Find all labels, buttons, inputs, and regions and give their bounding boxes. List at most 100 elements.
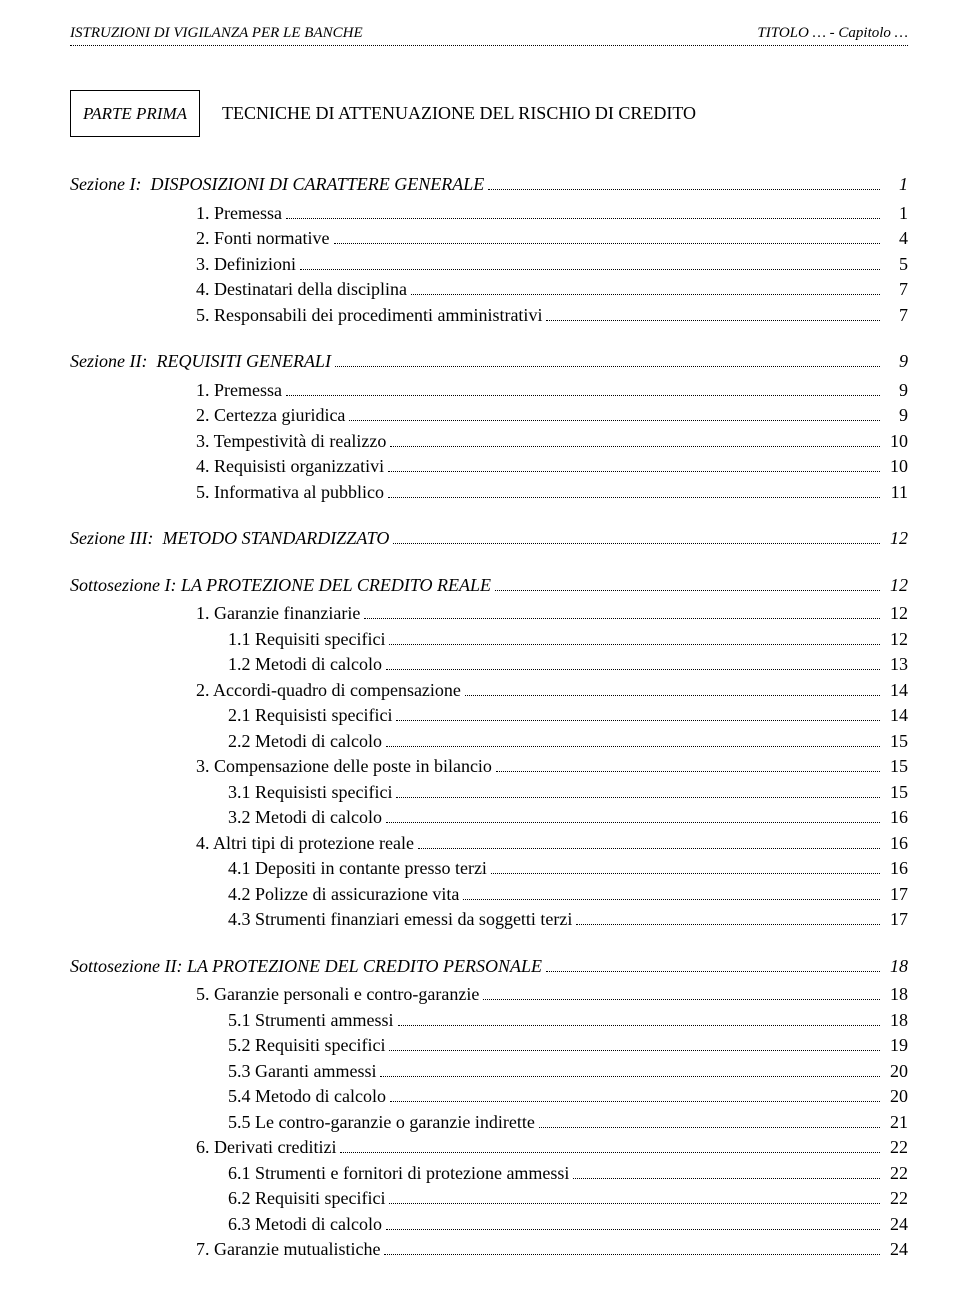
toc-page: 14 xyxy=(884,679,908,702)
toc-label: 2. Accordi-quadro di compensazione xyxy=(196,679,461,702)
toc-label: 3. Compensazione delle poste in bilancio xyxy=(196,755,492,778)
toc-row: Sezione III: METODO STANDARDIZZATO 12 xyxy=(70,527,908,550)
toc-page: 17 xyxy=(884,883,908,906)
toc-page: 10 xyxy=(884,430,908,453)
toc-label: Sottosezione II: LA PROTEZIONE DEL CREDI… xyxy=(70,955,542,978)
toc-leader xyxy=(573,1166,880,1179)
toc-row: 4. Requisisti organizzativi 10 xyxy=(170,455,908,478)
toc-page: 12 xyxy=(884,527,908,550)
toc-label: 2.2 Metodi di calcolo xyxy=(228,730,382,753)
toc-row: 1. Premessa 9 xyxy=(170,379,908,402)
toc-row: 6.3 Metodi di calcolo 24 xyxy=(170,1213,908,1236)
toc-leader xyxy=(491,861,880,874)
toc-label: Sezione II: REQUISITI GENERALI xyxy=(70,350,331,373)
toc-row: 6.2 Requisiti specifici22 xyxy=(170,1187,908,1210)
toc-page: 12 xyxy=(884,574,908,597)
toc-leader xyxy=(483,987,880,1000)
table-of-contents: Sezione I: DISPOSIZIONI DI CARATTERE GEN… xyxy=(70,173,908,1261)
header-right: TITOLO … - Capitolo … xyxy=(757,24,908,43)
toc-page: 24 xyxy=(884,1238,908,1261)
toc-label: 3. Definizioni xyxy=(196,253,296,276)
section-label: Sezione I: xyxy=(70,174,150,194)
toc-leader xyxy=(389,632,880,645)
toc-leader xyxy=(546,959,880,972)
toc-row: 2.2 Metodi di calcolo15 xyxy=(170,730,908,753)
toc-leader xyxy=(389,1191,880,1204)
section-text: METODO STANDARDIZZATO xyxy=(162,528,389,548)
toc-leader xyxy=(334,231,881,244)
toc-leader xyxy=(463,887,880,900)
toc-leader xyxy=(386,734,880,747)
toc-row: 4.3 Strumenti finanziari emessi da sogge… xyxy=(170,908,908,931)
toc-page: 24 xyxy=(884,1213,908,1236)
toc-row: 6. Derivati creditizi 22 xyxy=(170,1136,908,1159)
toc-leader xyxy=(349,408,880,421)
toc-page: 18 xyxy=(884,955,908,978)
toc-page: 22 xyxy=(884,1136,908,1159)
toc-label: 1. Garanzie finanziarie xyxy=(196,602,360,625)
toc-row: 3. Tempestività di realizzo10 xyxy=(170,430,908,453)
toc-page: 7 xyxy=(884,278,908,301)
toc-label: 5. Responsabili dei procedimenti amminis… xyxy=(196,304,542,327)
toc-page: 7 xyxy=(884,304,908,327)
toc-row: 5.5 Le contro-garanzie o garanzie indire… xyxy=(170,1111,908,1134)
toc-row: Sottosezione II: LA PROTEZIONE DEL CREDI… xyxy=(70,955,908,978)
toc-label: 1. Premessa xyxy=(196,379,282,402)
toc-page: 20 xyxy=(884,1085,908,1108)
parte-title: TECNICHE DI ATTENUAZIONE DEL RISCHIO DI … xyxy=(222,102,696,125)
toc-page: 9 xyxy=(884,379,908,402)
toc-label: 6.1 Strumenti e fornitori di protezione … xyxy=(228,1162,569,1185)
toc-row: 6.1 Strumenti e fornitori di protezione … xyxy=(170,1162,908,1185)
toc-label: 3.1 Requisisti specifici xyxy=(228,781,392,804)
toc-label: 5.5 Le contro-garanzie o garanzie indire… xyxy=(228,1111,535,1134)
toc-row: 3.2 Metodi di calcolo16 xyxy=(170,806,908,829)
toc-page: 16 xyxy=(884,857,908,880)
toc-label: 6.3 Metodi di calcolo xyxy=(228,1213,382,1236)
toc-page: 19 xyxy=(884,1034,908,1057)
toc-leader xyxy=(465,683,880,696)
toc-leader xyxy=(488,177,880,190)
toc-leader xyxy=(335,354,880,367)
toc-label: 5.4 Metodo di calcolo xyxy=(228,1085,386,1108)
toc-page: 15 xyxy=(884,781,908,804)
toc-label: 6. Derivati creditizi xyxy=(196,1136,336,1159)
toc-leader xyxy=(393,531,880,544)
toc-leader xyxy=(389,1038,880,1051)
toc-row: 5.4 Metodo di calcolo 20 xyxy=(170,1085,908,1108)
toc-page: 22 xyxy=(884,1162,908,1185)
toc-row: 5. Informativa al pubblico 11 xyxy=(170,481,908,504)
toc-page: 16 xyxy=(884,832,908,855)
toc-row: 5.1 Strumenti ammessi18 xyxy=(170,1009,908,1032)
toc-row: 7. Garanzie mutualistiche24 xyxy=(170,1238,908,1261)
toc-row: 2. Fonti normative4 xyxy=(170,227,908,250)
toc-label: 4. Destinatari della disciplina xyxy=(196,278,407,301)
toc-row: 2. Certezza giuridica9 xyxy=(170,404,908,427)
toc-label: 1. Premessa xyxy=(196,202,282,225)
toc-page: 16 xyxy=(884,806,908,829)
toc-row: Sottosezione I: LA PROTEZIONE DEL CREDIT… xyxy=(70,574,908,597)
toc-page: 10 xyxy=(884,455,908,478)
toc-label: 4.1 Depositi in contante presso terzi xyxy=(228,857,487,880)
toc-label: 4.2 Polizze di assicurazione vita xyxy=(228,883,459,906)
toc-row: Sezione II: REQUISITI GENERALI 9 xyxy=(70,350,908,373)
toc-label: 2. Fonti normative xyxy=(196,227,330,250)
toc-row: 5. Garanzie personali e contro-garanzie1… xyxy=(170,983,908,1006)
toc-label: 4. Requisisti organizzativi xyxy=(196,455,384,478)
toc-row: 1.2 Metodi di calcolo13 xyxy=(170,653,908,676)
toc-leader xyxy=(380,1064,880,1077)
toc-page: 12 xyxy=(884,602,908,625)
toc-row: 1. Premessa1 xyxy=(170,202,908,225)
toc-leader xyxy=(388,485,880,498)
toc-label: Sezione I: DISPOSIZIONI DI CARATTERE GEN… xyxy=(70,173,484,196)
toc-leader xyxy=(388,459,880,472)
section-label: Sezione II: xyxy=(70,351,156,371)
toc-page: 9 xyxy=(884,350,908,373)
toc-label: 2.1 Requisisti specifici xyxy=(228,704,392,727)
toc-leader xyxy=(390,1089,880,1102)
toc-leader xyxy=(496,759,880,772)
toc-label: Sezione III: METODO STANDARDIZZATO xyxy=(70,527,389,550)
toc-page: 11 xyxy=(884,481,908,504)
header-left: ISTRUZIONI DI VIGILANZA PER LE BANCHE xyxy=(70,24,363,43)
toc-label: 5. Garanzie personali e contro-garanzie xyxy=(196,983,479,1006)
toc-label: 5. Informativa al pubblico xyxy=(196,481,384,504)
